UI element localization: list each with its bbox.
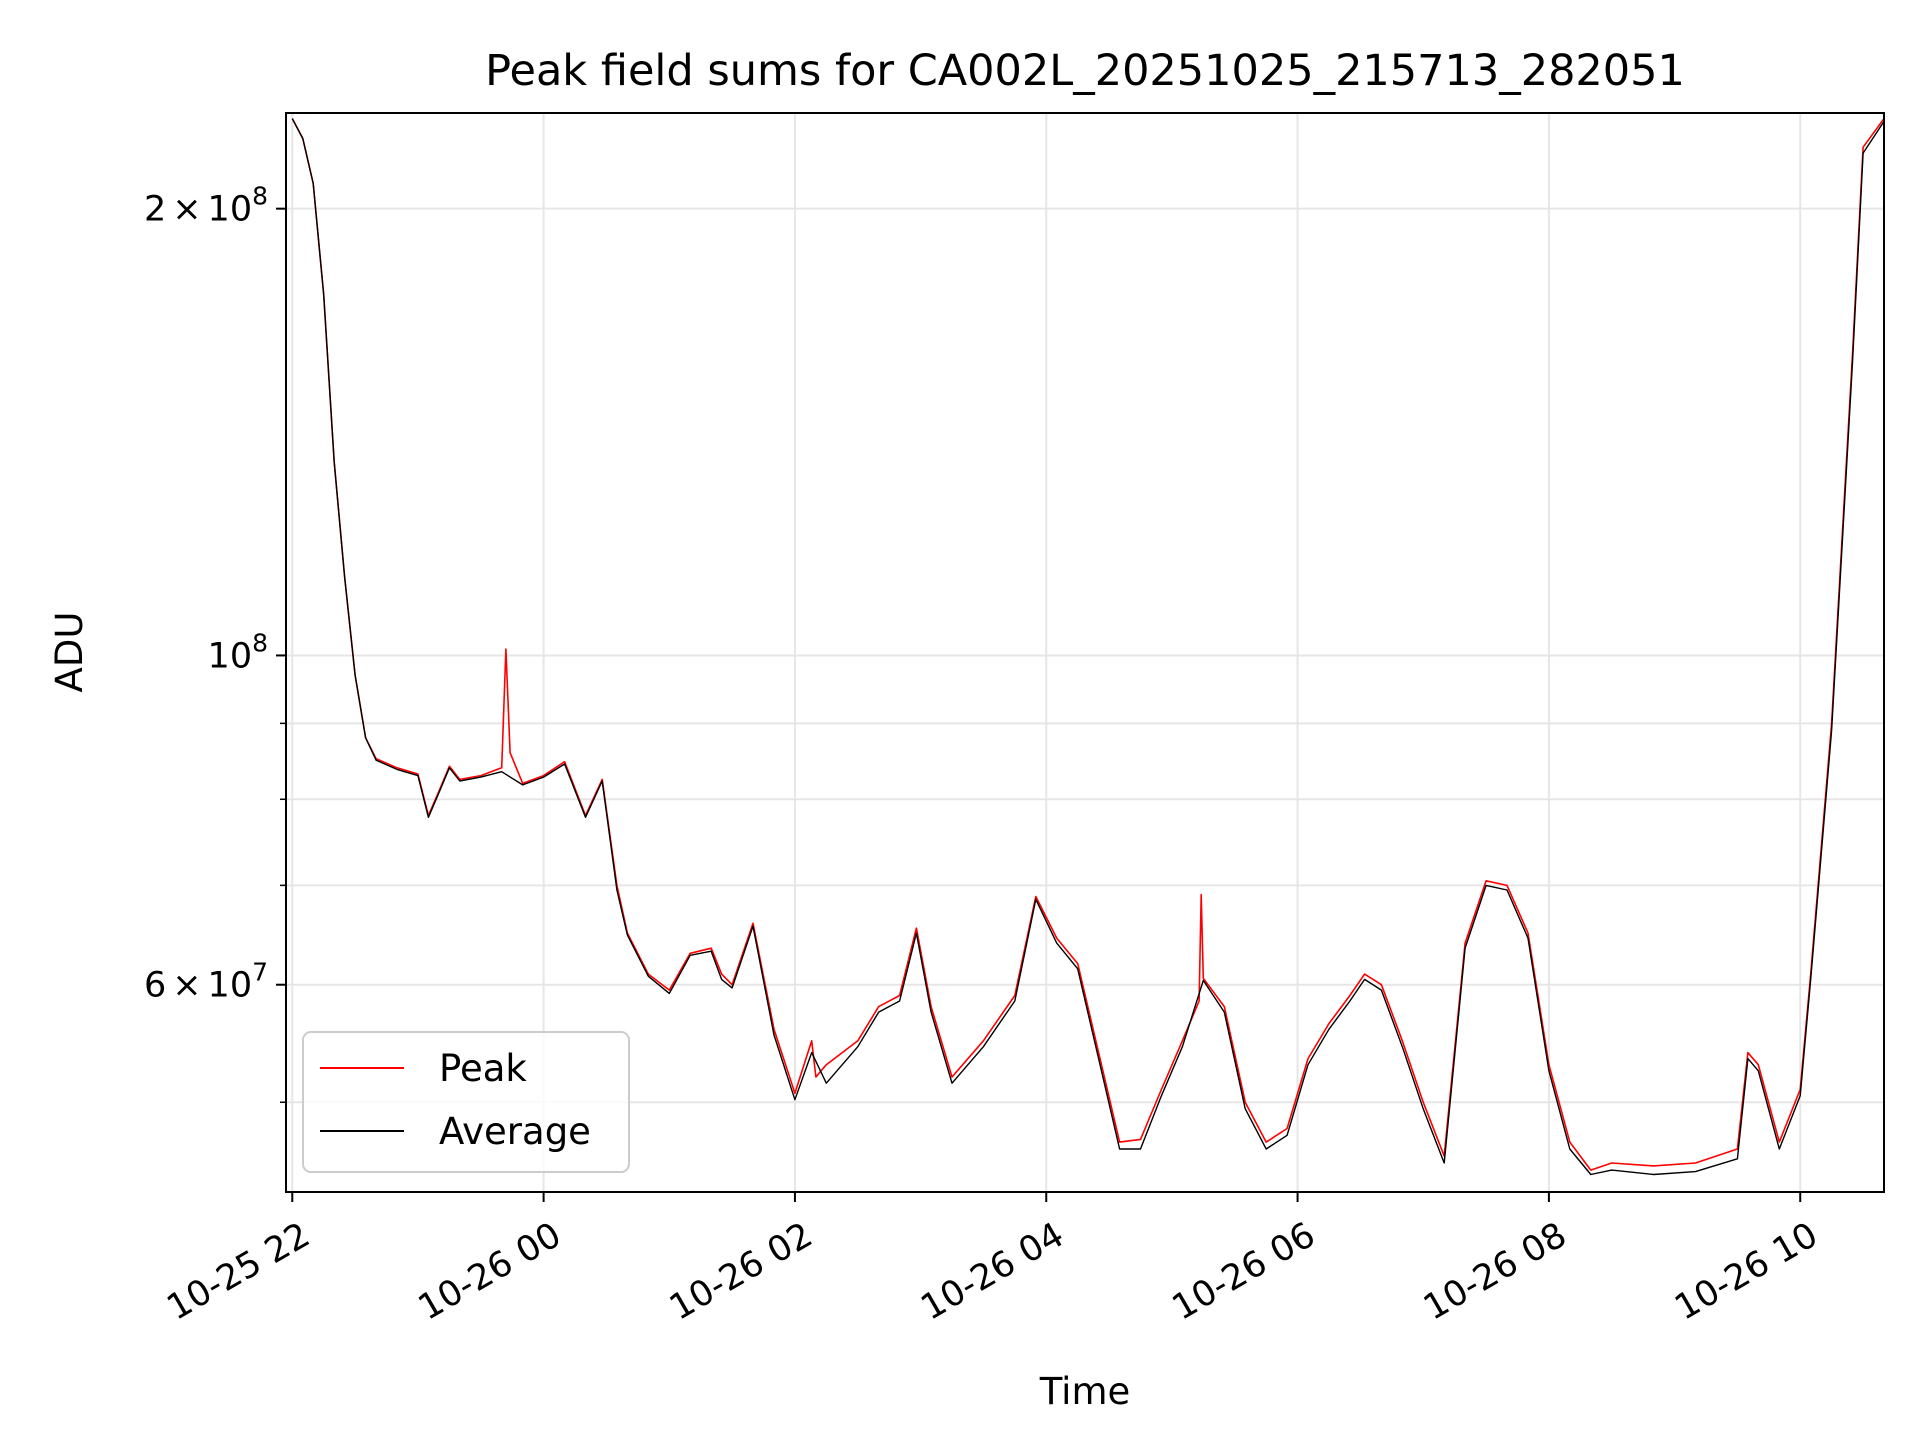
legend-label-average: Average xyxy=(439,1110,591,1153)
series-line-average xyxy=(291,118,1885,1176)
y-tick-label: 2 × 108 xyxy=(144,182,268,230)
plot-frame xyxy=(285,112,1885,1193)
legend: Peak Average xyxy=(302,1031,630,1173)
series-line-peak xyxy=(291,118,1885,1171)
y-tick-label: 108 xyxy=(208,628,268,676)
chart-title: Peak field sums for CA002L_20251025_2157… xyxy=(485,46,1685,96)
y-tick-label: 6 × 107 xyxy=(144,958,268,1006)
legend-label-peak: Peak xyxy=(439,1047,527,1090)
x-axis-label: Time xyxy=(1039,1370,1131,1413)
y-axis-label: ADU xyxy=(48,612,91,693)
